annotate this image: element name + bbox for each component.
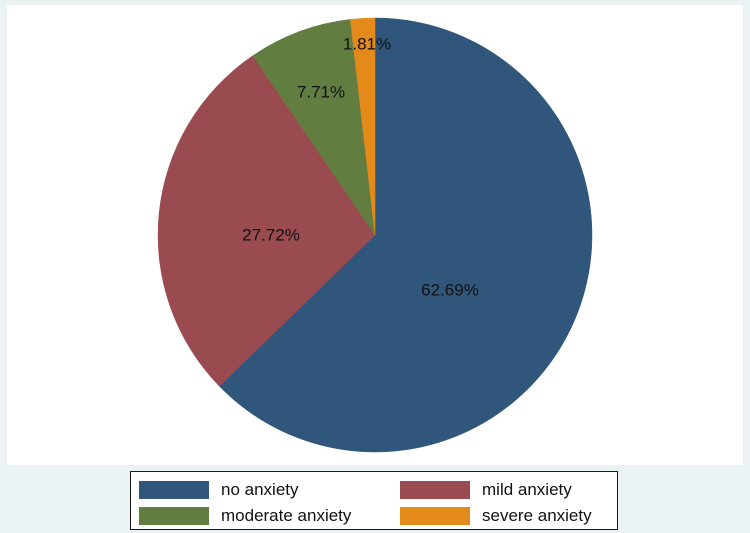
slice-label-no-anxiety: 62.69% xyxy=(421,280,479,299)
legend-label-mild-anxiety: mild anxiety xyxy=(482,480,572,499)
legend-swatch-no-anxiety xyxy=(139,481,209,499)
legend-swatch-severe-anxiety xyxy=(400,507,470,525)
legend: no anxiety mild anxiety moderate anxiety… xyxy=(130,471,618,530)
legend-label-moderate-anxiety: moderate anxiety xyxy=(221,506,352,525)
pie-slice-moderate-anxiety xyxy=(252,19,376,236)
legend-swatch-mild-anxiety xyxy=(400,481,470,499)
plot-area: 62.69% 27.72% 7.71% 1.81% xyxy=(7,5,743,465)
pie-chart: 62.69% 27.72% 7.71% 1.81% xyxy=(157,17,593,453)
legend-label-severe-anxiety: severe anxiety xyxy=(482,506,592,525)
legend-swatch-moderate-anxiety xyxy=(139,507,209,525)
pie-slice-severe-anxiety xyxy=(350,17,376,236)
slice-label-severe-anxiety: 1.81% xyxy=(343,34,391,53)
slice-label-moderate-anxiety: 7.71% xyxy=(297,82,345,101)
slice-label-mild-anxiety: 27.72% xyxy=(242,225,300,244)
legend-label-no-anxiety: no anxiety xyxy=(221,480,299,499)
pie-slice-no-anxiety xyxy=(218,17,593,453)
pie-slice-mild-anxiety xyxy=(157,55,376,387)
